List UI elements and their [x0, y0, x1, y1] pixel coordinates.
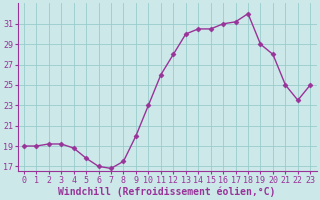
X-axis label: Windchill (Refroidissement éolien,°C): Windchill (Refroidissement éolien,°C)	[58, 186, 276, 197]
